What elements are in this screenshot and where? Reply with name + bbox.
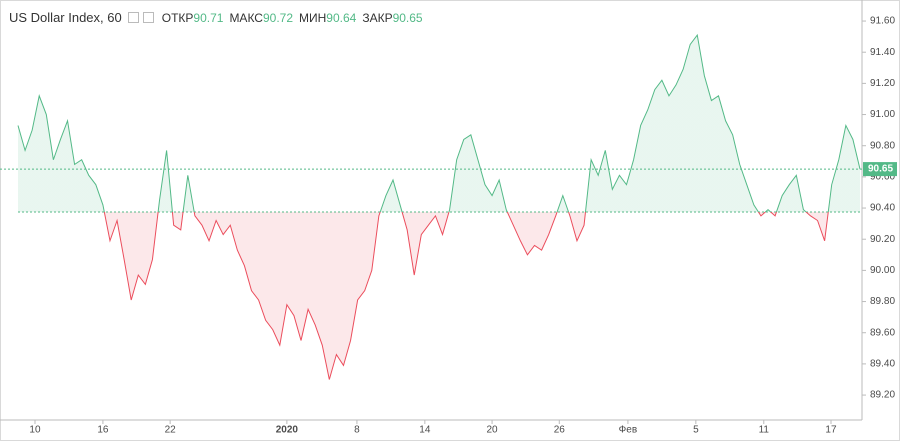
chart-title: US Dollar Index, 60 xyxy=(9,10,122,25)
legend-label: МИН xyxy=(299,10,327,25)
area xyxy=(18,35,860,380)
x-tick-label: 22 xyxy=(165,425,177,436)
y-tick-label: 89.80 xyxy=(870,296,895,307)
legend-value: 90.65 xyxy=(392,10,423,25)
legend-value: 90.72 xyxy=(262,10,293,25)
line xyxy=(17,33,861,380)
legend: US Dollar Index, 60 ОТКР 90.71 МАКС 90.72 МИ… xyxy=(9,10,425,25)
x-tick-label: 14 xyxy=(419,425,431,436)
y-tick-label: 89.20 xyxy=(870,390,895,401)
y-tick-label: 90.60 xyxy=(870,172,895,183)
y-tick-label: 90.20 xyxy=(870,234,895,245)
icon[interactable] xyxy=(127,12,139,23)
x-tick-label: 5 xyxy=(693,425,699,436)
legend-label: ОТКР xyxy=(161,10,194,25)
x-tick-label: 26 xyxy=(554,425,566,436)
y-tick-label: 89.40 xyxy=(870,359,895,370)
last-price-label: 90.65 xyxy=(868,164,893,175)
legend-label: ЗАКР xyxy=(362,10,393,25)
legend-value: 90.64 xyxy=(326,10,357,25)
y-tick-label: 89.60 xyxy=(870,327,895,338)
x-tick-label: 11 xyxy=(759,425,770,436)
y-tick-label: 90.80 xyxy=(870,140,895,151)
x-tick-label: 8 xyxy=(354,425,360,436)
y-tick-label: 90.40 xyxy=(870,203,895,214)
x-tick-label: 10 xyxy=(29,425,41,436)
legend-label: МАКС xyxy=(229,10,263,25)
x-tick-label: Фев xyxy=(619,425,637,436)
legend-value: 90.71 xyxy=(193,10,224,25)
y-tick-label: 90.00 xyxy=(870,265,895,276)
y-tick-label: 91.40 xyxy=(870,47,895,58)
y-tick-label: 91.00 xyxy=(870,109,895,120)
y-tick-label: 91.60 xyxy=(870,16,895,27)
icon[interactable] xyxy=(142,12,154,23)
x-tick-label: 16 xyxy=(97,425,109,436)
x-tick-label: 20 xyxy=(487,425,499,436)
x-tick-label: 2020 xyxy=(276,425,299,436)
y-tick-label: 91.20 xyxy=(870,78,895,89)
x-tick-label: 17 xyxy=(825,425,837,436)
last-price-box xyxy=(863,162,897,177)
